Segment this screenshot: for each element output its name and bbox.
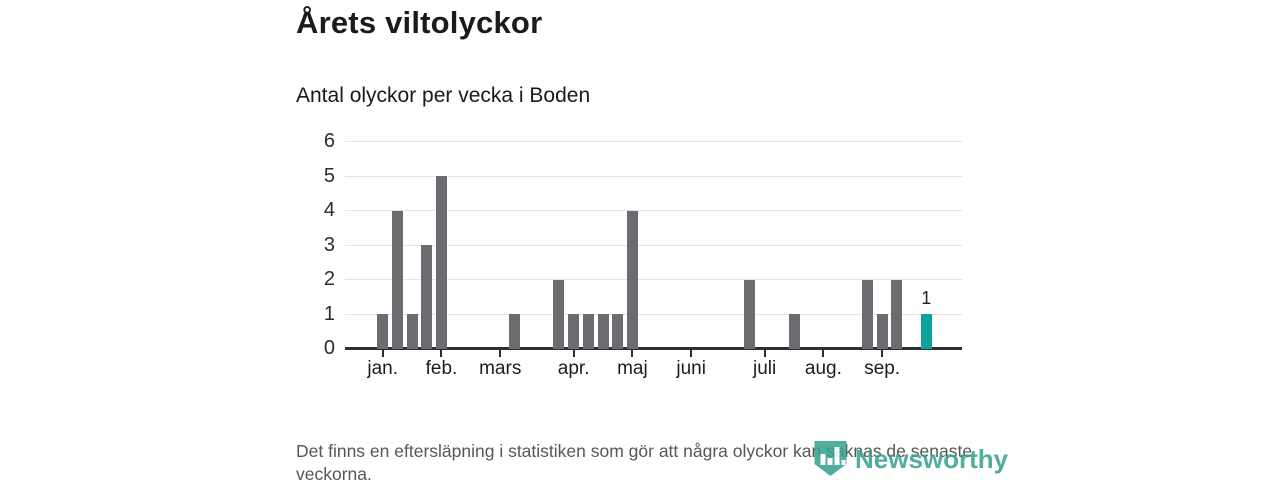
- gridline: [345, 141, 962, 142]
- gridline: [345, 175, 962, 177]
- month-label-maj: maj: [617, 358, 648, 379]
- month-label-jan: jan.: [367, 358, 398, 379]
- y-tick-label: 5: [323, 164, 335, 187]
- month-label-juli: juli: [753, 358, 777, 379]
- bar-week-15: [582, 314, 594, 349]
- bar-week-35: [876, 314, 888, 349]
- month-tick: [440, 349, 443, 357]
- gridline: [345, 244, 962, 246]
- bar-week-14: [568, 314, 580, 349]
- bar-week-16: [597, 314, 609, 349]
- bar-week-17: [612, 314, 624, 349]
- bar-week-10: [509, 314, 521, 349]
- page-title: Årets viltolyckor: [296, 5, 543, 40]
- month-label-apr: apr.: [557, 358, 590, 379]
- bar-week-2: [391, 210, 403, 349]
- bar-week-4: [421, 245, 433, 349]
- month-label-mars: mars: [479, 358, 522, 379]
- gridline: [345, 279, 962, 280]
- bar-value-label: 1: [921, 288, 932, 308]
- bar-week-1: [377, 314, 389, 349]
- y-tick-label: 4: [323, 199, 335, 221]
- bar-week-13: [553, 279, 565, 349]
- bar-week-26: [744, 279, 756, 349]
- month-tick: [499, 349, 502, 357]
- newsworthy-icon: [814, 441, 847, 476]
- bar-week-34: [861, 279, 873, 349]
- bar-week-18: [626, 210, 638, 349]
- y-tick-label: 3: [323, 233, 335, 256]
- y-tick-label: 0: [323, 337, 335, 359]
- month-label-aug: aug.: [804, 358, 842, 379]
- month-label-sep: sep.: [864, 358, 901, 379]
- y-tick-label: 6: [323, 130, 335, 152]
- bar-week-38: [920, 314, 932, 349]
- gridline: [345, 210, 962, 211]
- bar-week-29: [788, 314, 800, 349]
- month-tick: [690, 349, 693, 357]
- bar-week-36: [891, 279, 903, 349]
- month-tick: [763, 349, 766, 357]
- y-tick-label: 1: [323, 302, 335, 325]
- gridline: [345, 313, 962, 315]
- bar-week-3: [406, 314, 418, 349]
- footer-note: Det finns en eftersläpning i statistiken…: [296, 441, 973, 480]
- month-tick: [381, 349, 384, 357]
- x-axis-line: [345, 346, 962, 350]
- month-tick: [881, 349, 884, 357]
- y-tick-label: 2: [323, 268, 335, 290]
- chart-subtitle: Antal olyckor per vecka i Boden: [296, 84, 591, 107]
- month-tick: [822, 349, 825, 357]
- month-label-juni: juni: [676, 358, 706, 379]
- month-tick: [631, 349, 634, 357]
- bar-week-5: [435, 176, 447, 349]
- month-label-feb: feb.: [425, 358, 458, 379]
- month-tick: [572, 349, 575, 357]
- newsworthy-logo: Newsworthy: [812, 440, 1008, 478]
- newsworthy-wordmark: Newsworthy: [855, 443, 1009, 474]
